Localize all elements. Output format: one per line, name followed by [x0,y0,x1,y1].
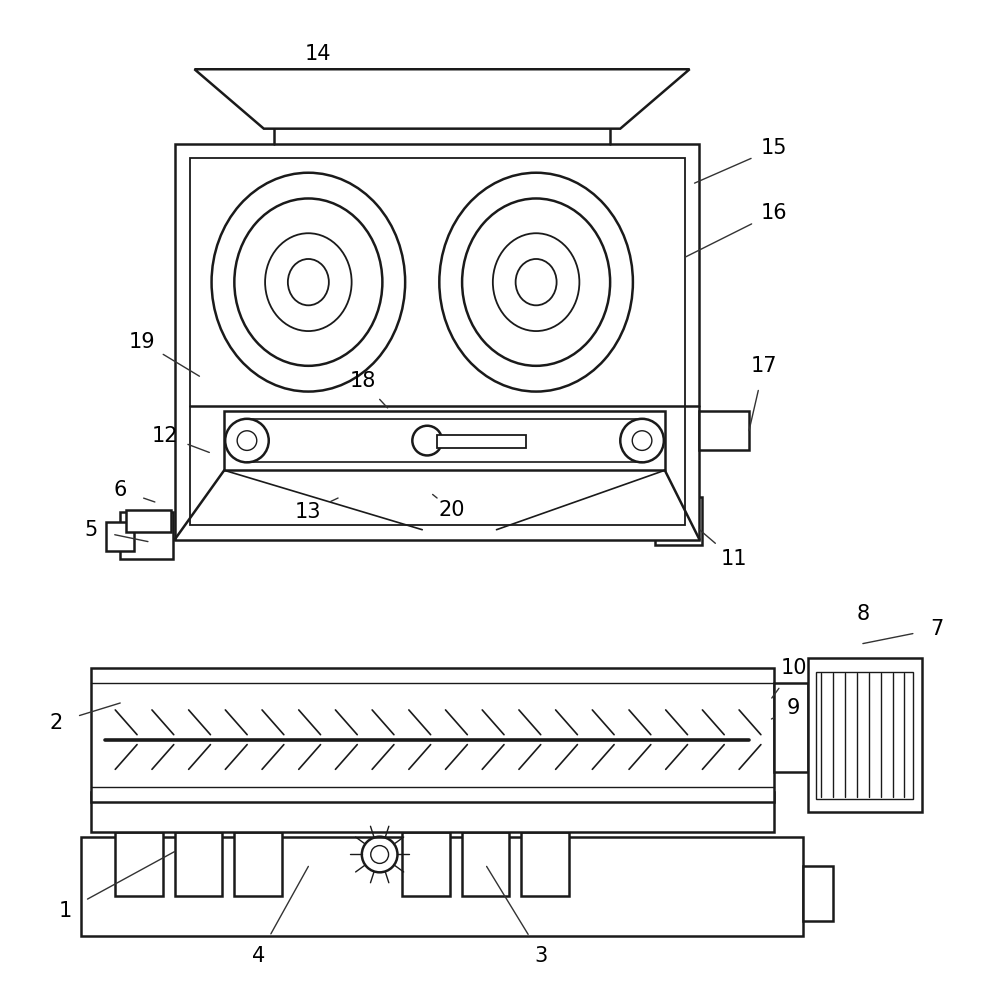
Bar [90,668,774,802]
Text: 14: 14 [305,44,332,64]
Bar [175,144,699,540]
Bar [402,832,450,896]
Text: 11: 11 [721,549,748,569]
Bar [437,435,526,448]
Text: 2: 2 [50,713,63,733]
Text: 5: 5 [83,520,97,540]
Bar [80,837,803,936]
Text: 19: 19 [129,332,155,352]
Text: 12: 12 [152,426,178,446]
Text: 1: 1 [60,901,72,921]
Bar [462,832,509,896]
Bar [126,510,171,532]
Bar [120,512,173,559]
Bar [808,658,922,812]
Bar [115,832,163,896]
Text: 9: 9 [786,698,800,718]
Bar [224,411,665,470]
Bar [106,522,134,551]
Bar [175,832,222,896]
Bar [699,411,749,450]
Bar [521,832,569,896]
Text: 18: 18 [350,371,376,391]
Text: 20: 20 [439,500,465,520]
Polygon shape [195,69,689,129]
Text: 8: 8 [856,604,870,624]
Bar [816,672,914,799]
Bar [803,866,833,921]
Text: 13: 13 [295,502,322,522]
Text: 17: 17 [751,356,778,376]
Text: 7: 7 [930,619,943,639]
Bar [190,158,684,525]
Text: 4: 4 [252,946,265,966]
Text: 10: 10 [780,658,807,678]
Bar [234,832,282,896]
Bar [655,497,702,545]
Text: 3: 3 [534,946,548,966]
Bar [90,792,774,832]
Text: 16: 16 [761,203,787,223]
Bar [774,683,808,772]
Text: 6: 6 [113,480,127,500]
Text: 15: 15 [761,138,787,158]
